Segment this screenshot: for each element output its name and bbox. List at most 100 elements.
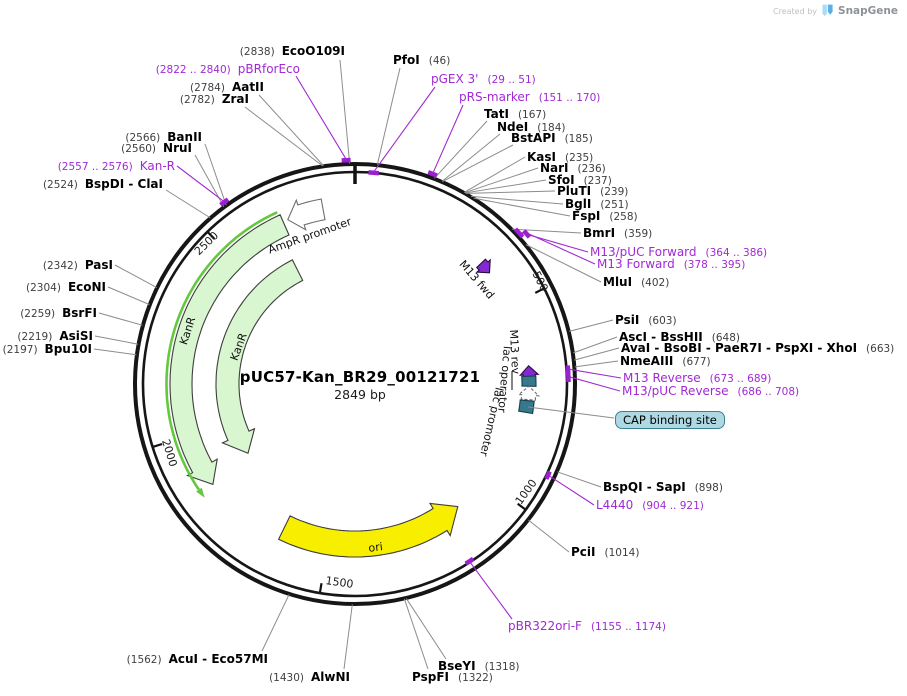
feature-m13-fwd[interactable] [475, 258, 491, 274]
enzyme-label-aatii[interactable]: (2784) AatII [190, 79, 264, 95]
enzyme-label-pluti[interactable]: PluTI (239) [557, 183, 628, 199]
primer-label-pbr322ori-f[interactable]: pBR322ori-F (1155 .. 1174) [508, 618, 666, 634]
leader-line-sfoi [464, 179, 547, 194]
site-position: (2557 .. 2576) [57, 161, 133, 173]
enzyme-label-kasi[interactable]: KasI (235) [527, 149, 593, 165]
site-position: (2822 .. 2840) [155, 64, 231, 76]
primer-label-m13-reverse[interactable]: M13 Reverse (673 .. 689) [623, 370, 771, 386]
primer-mark-kan-r[interactable] [219, 197, 230, 207]
primer-label-m13-puc-forward[interactable]: M13/pUC Forward (364 .. 386) [590, 244, 767, 260]
primer-label-m13-forward[interactable]: M13 Forward (378 .. 395) [597, 256, 745, 272]
feature-ampr-promoter[interactable] [287, 198, 326, 231]
enzyme-label-bmri[interactable]: BmrI (359) [583, 225, 652, 241]
enzyme-label-pasi[interactable]: (2342) PasI [43, 257, 113, 273]
site-position: (185) [564, 133, 593, 145]
site-position: (2259) [20, 308, 56, 320]
leader-line-ecoo109i [339, 59, 351, 164]
site-position: (239) [600, 186, 629, 198]
site-position: (2782) [179, 94, 215, 106]
site-name: M13 Forward [597, 257, 675, 271]
site-position: (2304) [26, 282, 61, 294]
enzyme-label-bstapi[interactable]: BstAPI (185) [511, 130, 593, 146]
primer-mark-m13-puc-forward[interactable] [513, 227, 525, 239]
primer-label-prs-marker[interactable]: pRS-marker (151 .. 170) [459, 89, 600, 105]
leader-line-m13-reverse [568, 368, 622, 379]
enzyme-label-pfoi[interactable]: PfoI (46) [393, 52, 450, 68]
site-position: (2784) [190, 82, 225, 94]
site-name: AscI - BssHII [619, 330, 703, 344]
feature-label-ori[interactable]: ori [368, 540, 384, 555]
site-position: (648) [711, 332, 740, 344]
enzyme-label-asisi[interactable]: (2219) AsiSI [17, 328, 93, 344]
feature-label-lac-operator[interactable]: lac operator [495, 346, 514, 414]
leader-line-tati [434, 120, 488, 179]
leader-line-nmeaiii [574, 360, 619, 368]
leader-line-kasi [463, 156, 526, 193]
enzyme-label-mlui[interactable]: MluI (402) [603, 274, 669, 290]
feature-kanr-gene-line[interactable] [165, 211, 278, 491]
enzyme-label-alwni[interactable]: (1430) AlwNI [269, 669, 350, 685]
enzyme-label-pcii[interactable]: PciI (1014) [571, 544, 639, 560]
site-name: SfoI [548, 173, 575, 187]
tick-1500 [318, 583, 323, 593]
site-name: BanII [167, 130, 202, 144]
feature-lac-operator[interactable] [521, 375, 537, 387]
feature-lac-promoter[interactable] [517, 385, 541, 401]
feature-label-m13-rev[interactable]: M13 rev [507, 329, 522, 375]
plasmid-backbone-outer-ring [133, 162, 577, 606]
leader-line-m13-puc-reverse [569, 376, 621, 392]
site-position: (364 .. 386) [705, 247, 768, 259]
enzyme-label-ecoo109i[interactable]: (2838) EcoO109I [240, 43, 345, 59]
primer-mark-prs-marker[interactable] [427, 170, 438, 178]
enzyme-label-nmeaiii[interactable]: NmeAIII (677) [620, 353, 711, 369]
feature-label-lac-promoter[interactable]: lac promoter [477, 386, 506, 458]
feature-label-m13-fwd[interactable]: M13 fwd [456, 258, 496, 302]
enzyme-label-sfoi[interactable]: SfoI (237) [548, 172, 612, 188]
enzyme-label-acui-eco57mi[interactable]: (1562) AcuI - Eco57MI [127, 651, 268, 667]
plasmid-title-block: pUC57-Kan_BR29_00121721 2849 bp [240, 368, 480, 402]
enzyme-label-banii[interactable]: (2566) BanII [125, 129, 202, 145]
enzyme-label-bspdi-clai[interactable]: (2524) BspDI - ClaI [43, 176, 163, 192]
enzyme-label-bpu10i[interactable]: (2197) Bpu10I [3, 341, 92, 357]
primer-mark-pbr322ori-f[interactable] [464, 556, 475, 566]
feature-kanr-outer[interactable] [169, 214, 290, 486]
enzyme-label-asci-bsshii[interactable]: AscI - BssHII (648) [619, 329, 740, 345]
tick-label-1500: 1500 [325, 574, 355, 591]
primer-label-pgex-3[interactable]: pGEX 3' (29 .. 51) [431, 71, 536, 87]
enzyme-label-bgli[interactable]: BglI (251) [565, 196, 629, 212]
enzyme-label-bseyi[interactable]: BseYI (1318) [438, 658, 520, 674]
feature-ori[interactable] [277, 502, 459, 558]
enzyme-label-zrai[interactable]: (2782) ZraI [180, 91, 249, 107]
created-by-watermark: Created by SnapGene [773, 4, 898, 18]
enzyme-label-avai-bsobi-paer7i-pspxi-xhoi[interactable]: AvaI - BsoBI - PaeR7I - PspXI - XhoI (663… [621, 340, 894, 356]
site-name: AcuI - Eco57MI [168, 652, 268, 666]
enzyme-label-nrui[interactable]: (2560) NruI [121, 140, 192, 156]
enzyme-label-psii[interactable]: PsiI (603) [615, 312, 677, 328]
leader-line-pbrforeco [295, 75, 347, 160]
feature-label-cap-binding-site[interactable]: CAP binding site [615, 411, 725, 429]
primer-label-l4440[interactable]: L4440 (904 .. 921) [596, 497, 704, 513]
enzyme-label-nari[interactable]: NarI (236) [540, 160, 606, 176]
site-name: MluI [603, 275, 633, 289]
primer-mark-m13-forward[interactable] [522, 229, 532, 239]
enzyme-label-bspqi-sapi[interactable]: BspQI - SapI (898) [603, 479, 723, 495]
primer-label-pbrforeco[interactable]: (2822 .. 2840) pBRforEco [156, 61, 300, 77]
primer-label-m13-puc-reverse[interactable]: M13/pUC Reverse (686 .. 708) [622, 383, 799, 399]
enzyme-label-econi[interactable]: (2304) EcoNI [26, 279, 106, 295]
feature-cap-binding-site[interactable] [518, 399, 535, 415]
leader-line-bmri [511, 228, 582, 234]
primer-mark-l4440[interactable] [544, 470, 552, 480]
enzyme-label-fspi[interactable]: FspI (258) [572, 208, 638, 224]
site-name: M13 Reverse [623, 371, 701, 385]
enzyme-label-pspfi[interactable]: PspFI (1322) [412, 669, 493, 685]
primer-label-kan-r[interactable]: (2557 .. 2576) Kan-R [58, 158, 175, 174]
feature-kanr-inner[interactable] [215, 259, 304, 455]
enzyme-label-ndei[interactable]: NdeI (184) [497, 119, 565, 135]
leader-line-alwni [343, 604, 353, 670]
site-name: L4440 [596, 498, 634, 512]
enzyme-label-bsrfi[interactable]: (2259) BsrFI [20, 305, 97, 321]
site-position: (1318) [484, 661, 520, 673]
primer-mark-pgex-3[interactable] [368, 170, 380, 176]
enzyme-label-tati[interactable]: TatI (167) [484, 106, 546, 122]
leader-line-asisi [94, 335, 139, 345]
